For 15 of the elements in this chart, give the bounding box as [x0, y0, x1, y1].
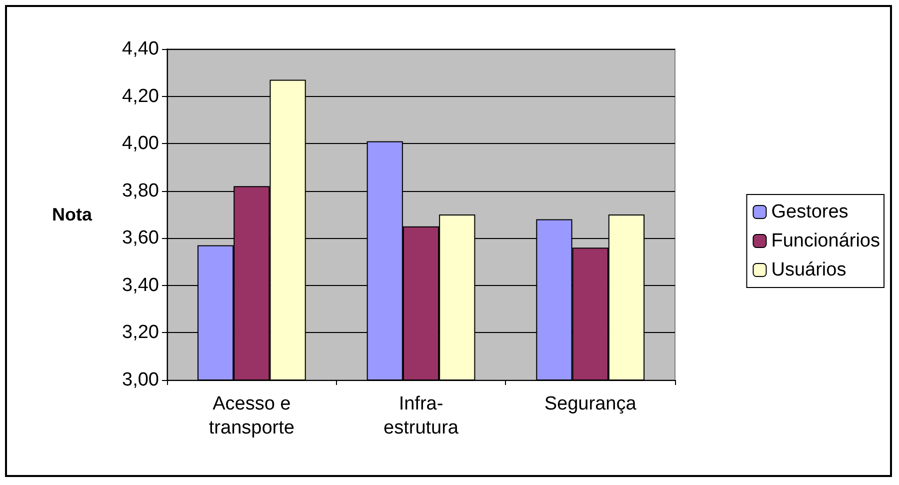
x-tick-label: Segurança [544, 394, 637, 414]
y-tick-label: 3,20 [122, 322, 159, 344]
legend-label: Funcionários [771, 230, 880, 252]
x-tick-label: Acesso e transporte [208, 394, 294, 438]
y-tick-label: 3,00 [122, 370, 159, 390]
y-tick-label: 3,40 [122, 274, 159, 296]
legend-label: Usuários [771, 260, 846, 280]
y-tick-label: 3,60 [122, 228, 159, 249]
y-tick-label: 4,20 [122, 86, 159, 107]
x-tick-label: Infra- estrutura [384, 394, 459, 438]
legend-label: Gestores [771, 202, 848, 222]
y-axis-title: Nota [52, 204, 93, 224]
y-tick-label: 3,80 [122, 180, 159, 202]
y-tick-label: 4,40 [122, 38, 159, 60]
y-tick-label: 4,00 [122, 133, 159, 154]
